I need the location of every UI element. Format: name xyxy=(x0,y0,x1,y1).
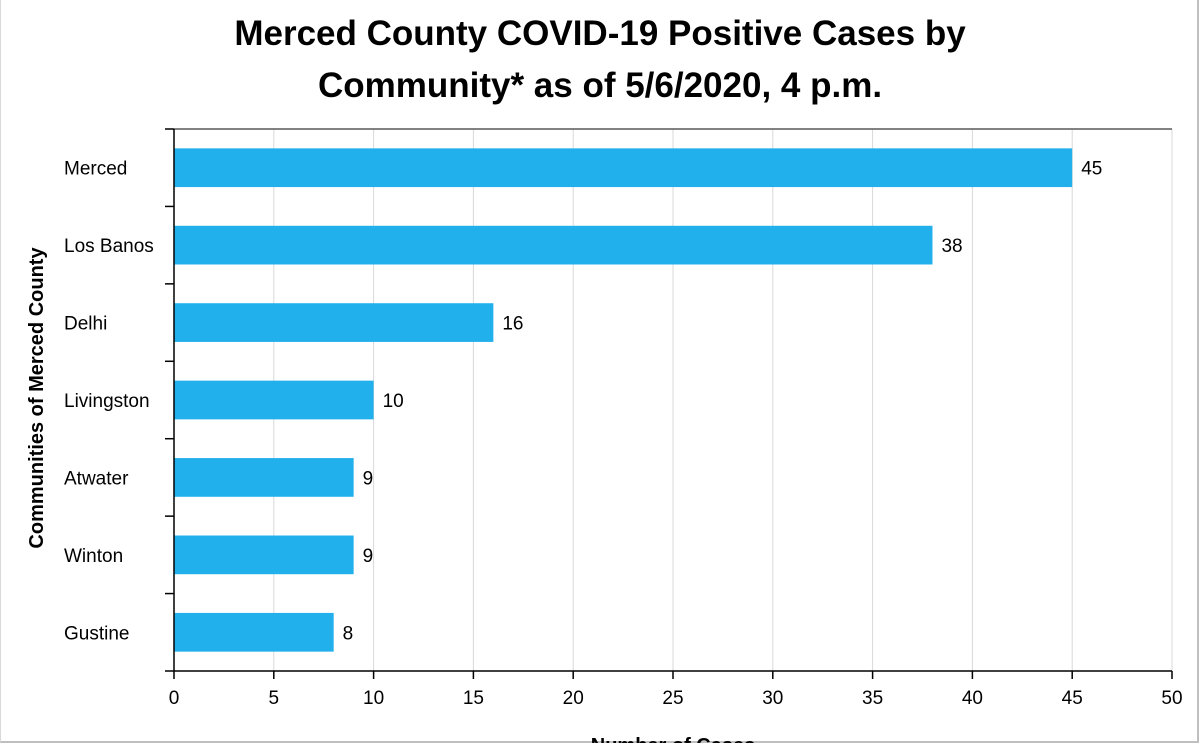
data-label: 9 xyxy=(363,546,374,567)
x-tick-label: 10 xyxy=(363,688,384,709)
category-label: Merced xyxy=(64,159,127,180)
bars xyxy=(174,148,1073,652)
category-label: Winton xyxy=(64,546,123,567)
bar-los-banos xyxy=(174,225,933,265)
bar-livingston xyxy=(174,380,374,420)
category-label: Atwater xyxy=(64,468,129,489)
data-label: 10 xyxy=(383,391,404,412)
chart-title-line-1: Merced County COVID-19 Positive Cases by xyxy=(234,14,966,53)
labels: 0 5 10 15 20 25 30 35 40 45 50 Merced 45 Los Banos 38 D… xyxy=(64,159,1183,709)
data-label: 8 xyxy=(343,623,354,644)
bar-atwater xyxy=(174,458,354,497)
axes xyxy=(165,128,1173,679)
x-tick-label: 0 xyxy=(169,688,180,709)
category-label: Gustine xyxy=(64,623,129,644)
category-label: Delhi xyxy=(64,314,107,335)
data-label: 9 xyxy=(363,468,374,489)
chart-title: Merced County COVID-19 Positive Cases by… xyxy=(0,8,1200,112)
data-label: 45 xyxy=(1081,159,1102,180)
x-tick-label: 25 xyxy=(662,688,683,709)
x-tick-label: 40 xyxy=(962,688,983,709)
y-axis-title: Communities of Merced County xyxy=(26,247,48,549)
x-tick-label: 20 xyxy=(563,688,584,709)
bar-delhi xyxy=(174,303,494,342)
x-axis-title: Number of Cases xyxy=(591,735,756,743)
x-tick-label: 15 xyxy=(463,688,484,709)
x-tick-label: 45 xyxy=(1062,688,1083,709)
gridlines xyxy=(273,129,1173,671)
bar-merced xyxy=(174,148,1073,188)
bar-gustine xyxy=(174,612,334,652)
category-label: Livingston xyxy=(64,391,150,412)
category-label: Los Banos xyxy=(64,236,154,257)
x-tick-label: 5 xyxy=(269,688,280,709)
data-label: 16 xyxy=(502,314,523,335)
x-tick-label: 35 xyxy=(862,688,883,709)
chart-title-line-2: Community* as of 5/6/2020, 4 p.m. xyxy=(317,66,883,105)
bar-winton xyxy=(174,535,354,575)
data-label: 38 xyxy=(941,236,962,257)
x-tick-label: 50 xyxy=(1161,688,1182,709)
x-tick-label: 30 xyxy=(762,688,783,709)
